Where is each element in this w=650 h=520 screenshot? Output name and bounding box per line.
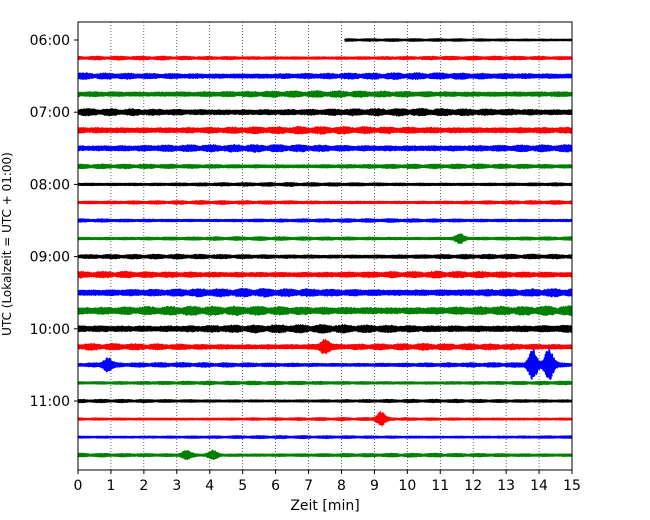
x-tick-label: 4 bbox=[205, 478, 214, 494]
y-tick-label: 09:00 bbox=[30, 250, 70, 266]
y-tick-label: 06:00 bbox=[30, 33, 70, 49]
x-axis-label: Zeit [min] bbox=[290, 498, 359, 514]
x-tick-label: 14 bbox=[530, 478, 548, 494]
x-axis-ticks: 0 1 2 3 4 5 6 7 8 9 10 11 12 13 14 15 bbox=[74, 470, 581, 494]
x-tick-label: 13 bbox=[497, 478, 515, 494]
x-tick-label: 6 bbox=[271, 478, 280, 494]
x-tick-label: 1 bbox=[106, 478, 115, 494]
x-tick-label: 11 bbox=[431, 478, 449, 494]
x-tick-label: 3 bbox=[172, 478, 181, 494]
x-tick-label: 9 bbox=[370, 478, 379, 494]
y-tick-label: 07:00 bbox=[30, 105, 70, 121]
x-tick-label: 5 bbox=[238, 478, 247, 494]
x-tick-label: 7 bbox=[304, 478, 313, 494]
x-tick-label: 12 bbox=[464, 478, 482, 494]
x-tick-label: 15 bbox=[563, 478, 581, 494]
x-tick-label: 8 bbox=[337, 478, 346, 494]
y-axis-ticks: 06:00 07:00 08:00 09:00 10:00 11:00 bbox=[30, 33, 78, 410]
x-tick-label: 2 bbox=[139, 478, 148, 494]
grid-layer bbox=[110, 22, 540, 470]
y-axis-label: UTC (Lokalzeit = UTC + 01:00) bbox=[0, 152, 14, 336]
trace-layer bbox=[77, 38, 573, 461]
plot-frame bbox=[77, 21, 573, 471]
x-tick-label: 0 bbox=[74, 478, 83, 494]
y-tick-label: 10:00 bbox=[30, 322, 70, 338]
y-tick-label: 11:00 bbox=[30, 394, 70, 410]
x-tick-label: 10 bbox=[398, 478, 416, 494]
y-tick-label: 08:00 bbox=[30, 177, 70, 193]
